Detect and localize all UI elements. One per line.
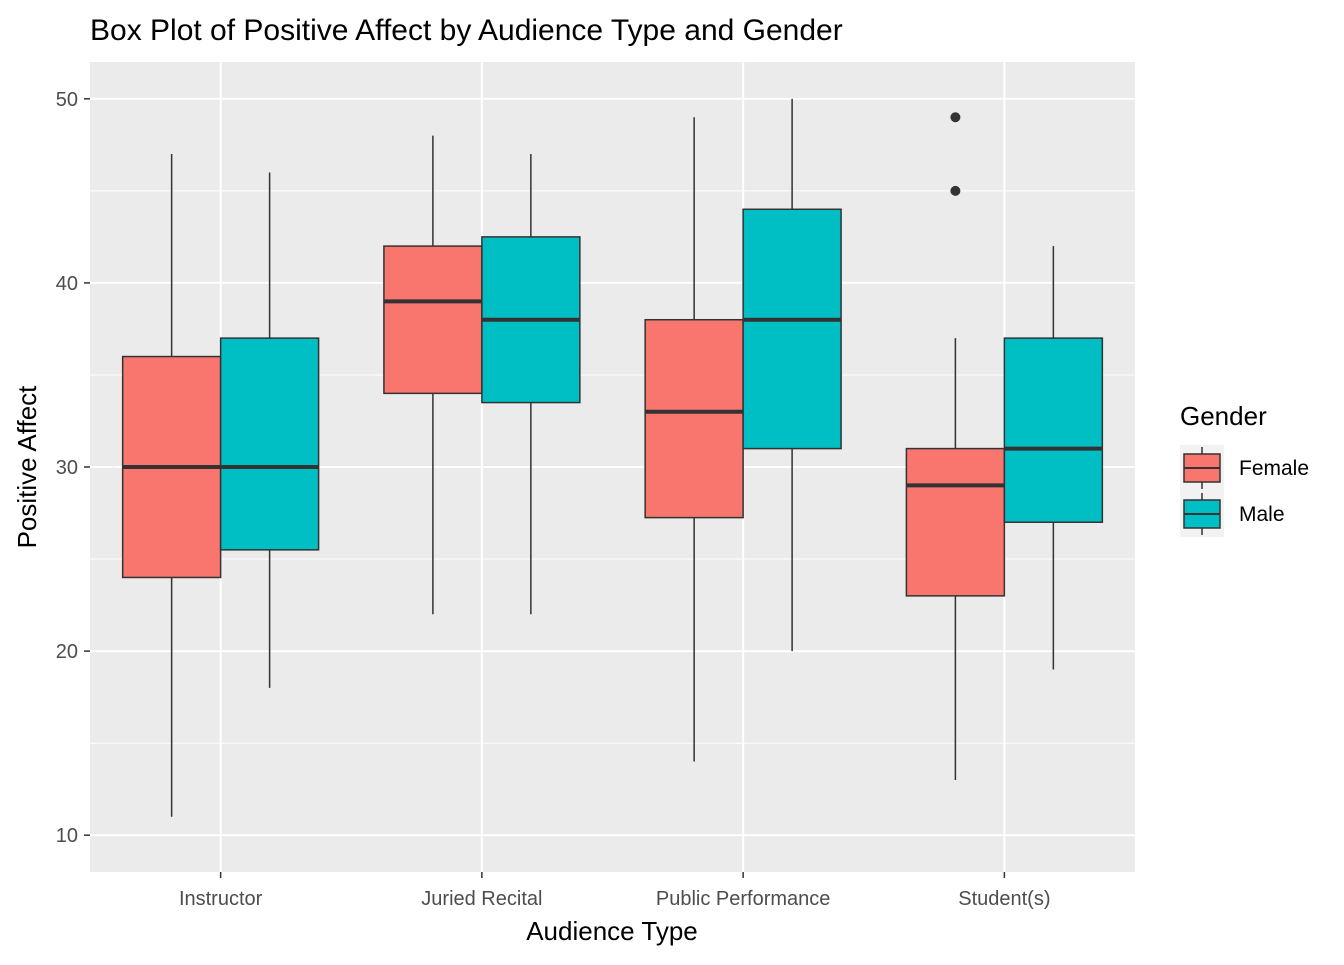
x-tick-label: Instructor xyxy=(179,888,263,910)
legend-label: Female xyxy=(1239,457,1309,480)
legend-label: Male xyxy=(1239,503,1285,526)
y-tick-label: 10 xyxy=(56,825,78,847)
y-tick-label: 50 xyxy=(56,89,78,111)
axis-layer: 10 20 30 40 50 Instructor Juried Recital Public… xyxy=(56,89,1051,910)
box-layer xyxy=(121,98,1104,817)
legend-item-female: Female xyxy=(1180,445,1309,491)
y-tick-label: 30 xyxy=(56,457,78,479)
legend-item-male: Male xyxy=(1180,491,1285,537)
box-body xyxy=(383,245,483,395)
box-body xyxy=(905,447,1006,597)
outlier-point xyxy=(950,185,961,196)
x-tick-label: Student(s) xyxy=(958,888,1050,910)
box-male-1 xyxy=(481,154,581,615)
y-tick-label: 20 xyxy=(56,641,78,663)
outlier-point xyxy=(950,112,961,123)
legend-title: Gender xyxy=(1180,401,1267,431)
box-body xyxy=(1003,337,1104,523)
y-tick-label: 40 xyxy=(56,273,78,295)
y-axis-title: Positive Affect xyxy=(12,385,42,549)
box-male-2 xyxy=(742,98,842,652)
box-body xyxy=(742,208,842,450)
x-tick-label: Public Performance xyxy=(656,888,831,910)
chart-title: Box Plot of Positive Affect by Audience … xyxy=(90,14,843,47)
x-tick-label: Juried Recital xyxy=(421,888,542,910)
box-female-3 xyxy=(905,112,1006,780)
box-female-0 xyxy=(121,154,222,817)
box-body xyxy=(219,337,320,551)
box-male-3 xyxy=(1003,246,1104,670)
x-axis-title: Audience Type xyxy=(526,916,698,946)
legend: Gender Female Male xyxy=(1180,401,1309,537)
box-female-2 xyxy=(644,117,744,762)
box-male-0 xyxy=(219,172,320,688)
box-female-1 xyxy=(383,135,483,615)
box-body xyxy=(644,318,744,519)
